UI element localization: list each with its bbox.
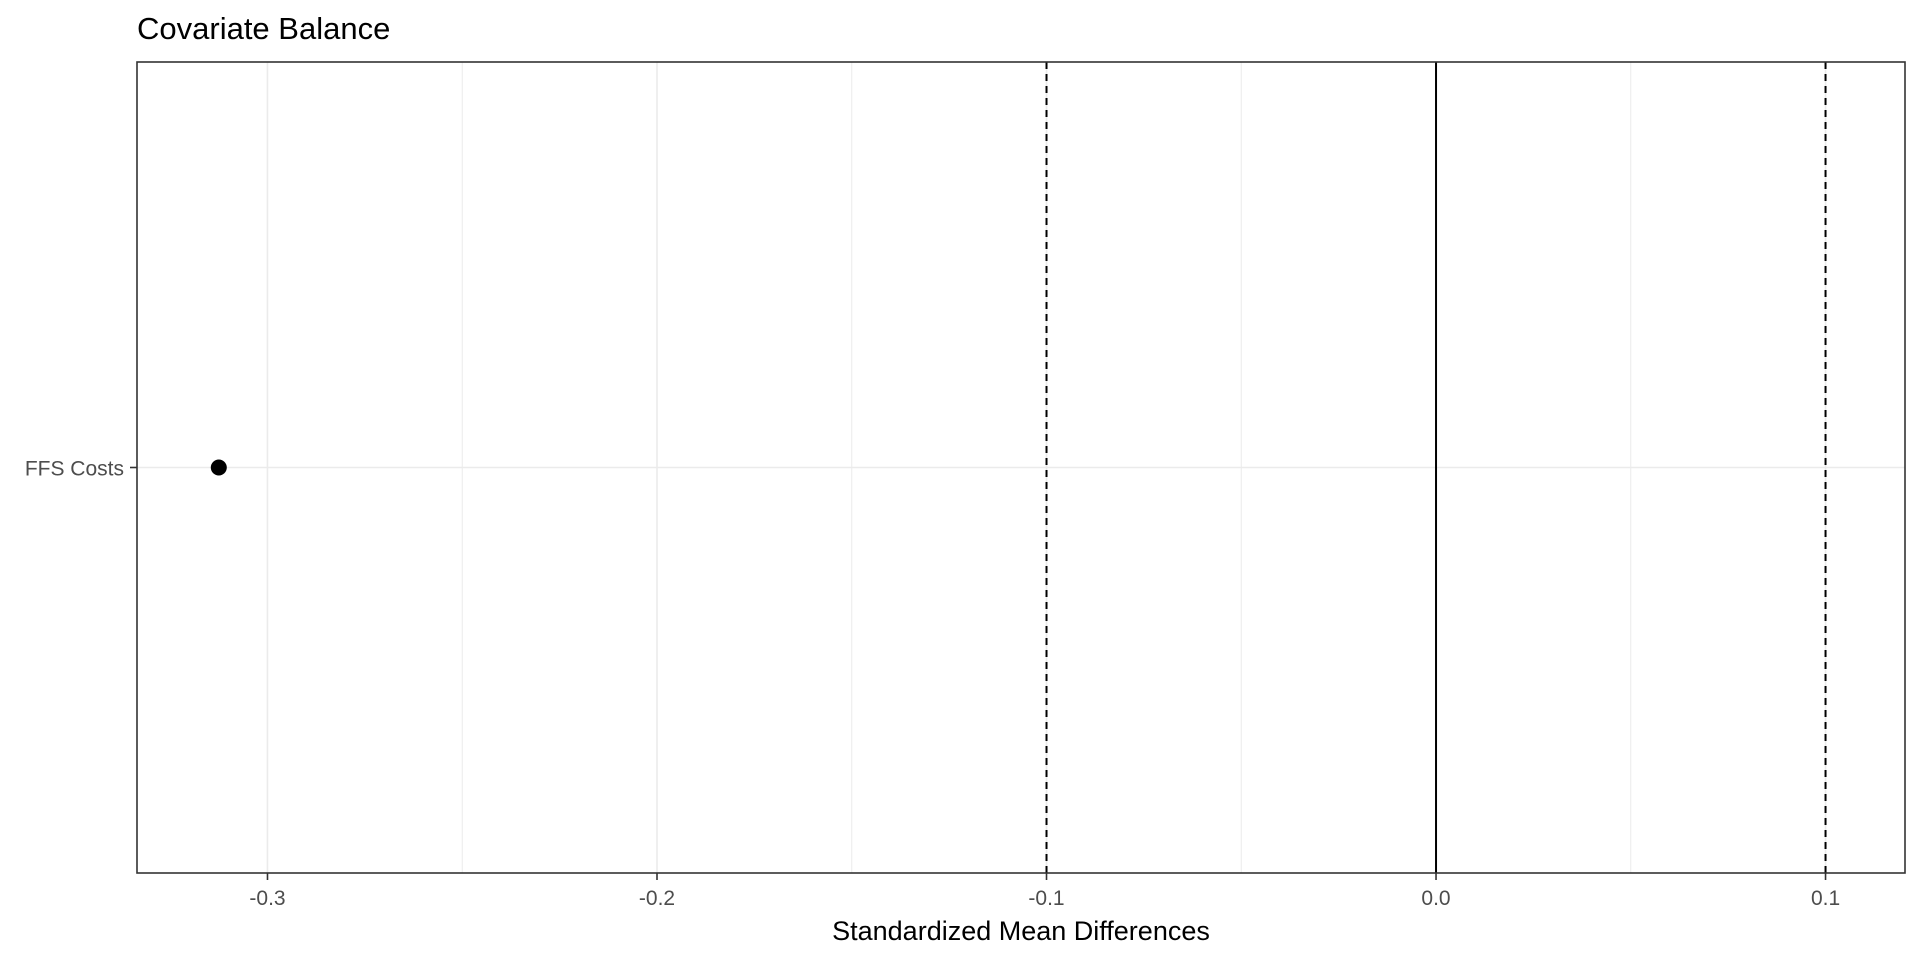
x-tick-label: -0.2 [639,887,675,910]
x-tick-label: 0.0 [1421,887,1450,910]
x-axis-ticks: -0.3 -0.2 -0.1 0.0 0.1 [249,873,1840,910]
x-axis-label: Standardized Mean Differences [832,916,1210,946]
data-points [210,459,227,476]
x-tick-label: -0.3 [249,887,285,910]
x-tick-label: -0.1 [1028,887,1064,910]
reference-lines [1045,62,1827,873]
y-tick-label: FFS Costs [25,458,124,481]
chart-title: Covariate Balance [137,11,390,46]
y-axis-ticks: FFS Costs [25,458,137,481]
x-tick-label: 0.1 [1811,887,1840,910]
major-grid [137,62,1905,873]
data-point [210,459,227,476]
